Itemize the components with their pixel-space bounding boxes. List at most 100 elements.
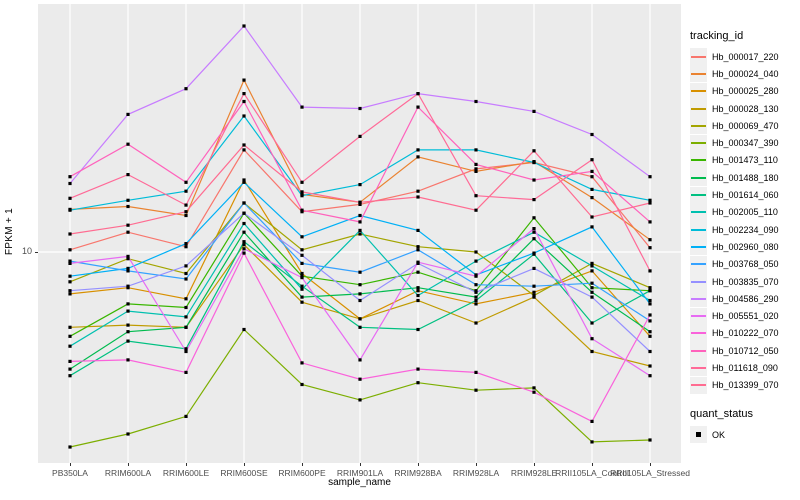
legend-key-line-icon <box>691 142 706 145</box>
data-point <box>126 230 130 234</box>
data-point <box>648 374 652 378</box>
legend-item-label: Hb_002005_110 <box>712 207 778 218</box>
legend-item-label: Hb_001473_110 <box>712 155 778 166</box>
data-point <box>590 286 594 290</box>
data-point <box>358 325 362 329</box>
data-point <box>358 213 362 218</box>
x-axis-tick-label: RRIM600SE <box>220 468 268 478</box>
data-point <box>416 189 420 193</box>
data-point <box>590 169 594 173</box>
data-point <box>242 327 246 332</box>
data-point <box>474 208 478 212</box>
data-point <box>242 251 246 255</box>
data-point <box>242 230 246 234</box>
legend-key-box <box>690 426 707 444</box>
legend-key-box <box>690 82 707 100</box>
legend-key-line-icon <box>691 349 706 352</box>
data-point <box>590 225 594 229</box>
data-point <box>184 264 188 268</box>
plot-svg <box>38 4 681 463</box>
data-point <box>474 388 478 392</box>
data-point <box>358 358 362 362</box>
legend-item-label: OK <box>712 429 726 440</box>
legend-key-line-icon <box>691 176 706 179</box>
legend-item-label: Hb_001488_180 <box>712 172 779 183</box>
data-point <box>648 313 652 317</box>
data-point <box>126 173 130 177</box>
legend-key-box <box>690 169 707 187</box>
legend-item-label: Hb_005551_020 <box>712 311 779 322</box>
data-point <box>68 259 72 263</box>
x-axis-tick-label: RRIM600PE <box>278 468 326 478</box>
data-point <box>416 92 420 96</box>
legend-item-label: Hb_013399_070 <box>712 380 779 391</box>
data-point <box>474 148 478 152</box>
data-point <box>648 289 652 293</box>
data-point <box>416 367 420 371</box>
legend-key-box <box>690 238 707 256</box>
data-point <box>68 359 72 363</box>
legend-key-line-icon <box>691 366 706 369</box>
data-point <box>184 277 188 281</box>
data-point <box>474 290 478 294</box>
data-point <box>68 175 72 179</box>
x-axis-tick-mark <box>360 463 361 466</box>
data-point <box>358 232 362 236</box>
legend-key-box <box>690 203 707 221</box>
legend-item-label: Hb_010712_050 <box>712 345 779 356</box>
x-axis-tick-mark <box>418 463 419 466</box>
legend-item-label: Hb_000347_390 <box>712 138 779 149</box>
plot-panel <box>38 4 681 463</box>
data-point <box>532 390 536 394</box>
legend-item: Hb_010712_050 <box>690 342 800 360</box>
legend-item: Hb_005551_020 <box>690 307 800 325</box>
data-point <box>358 298 362 303</box>
y-axis-tick-mark <box>35 252 38 253</box>
legend-key-box <box>690 376 707 394</box>
legend-key-line-icon <box>691 384 706 387</box>
data-point <box>590 158 594 162</box>
legend-item: Hb_010222_070 <box>690 324 800 342</box>
data-point <box>300 276 304 280</box>
legend-item: Hb_001473_110 <box>690 151 800 169</box>
data-point <box>416 260 420 264</box>
x-axis-tick-label: RRIM600LE <box>162 468 210 478</box>
data-point <box>300 190 304 194</box>
legend-key-box <box>690 255 707 273</box>
data-point <box>126 142 130 146</box>
data-point <box>126 257 130 261</box>
data-point <box>68 232 72 236</box>
data-point <box>184 349 188 354</box>
legend-item: Hb_000025_280 <box>690 82 800 100</box>
data-point <box>416 381 420 385</box>
data-point <box>358 200 362 204</box>
data-point <box>532 109 536 113</box>
legend-item: Hb_011618_090 <box>690 359 800 377</box>
data-point <box>300 105 304 109</box>
legend-key-box <box>690 65 707 83</box>
data-point <box>242 201 246 205</box>
data-point <box>416 270 420 274</box>
data-point <box>300 248 304 252</box>
data-point <box>184 305 188 310</box>
data-point <box>358 292 362 296</box>
data-point <box>416 286 420 290</box>
x-axis-tick-mark <box>476 463 477 466</box>
legend-key-line-icon <box>691 55 706 58</box>
data-point <box>126 284 130 288</box>
legend-item-label: Hb_000069_470 <box>712 120 779 131</box>
data-point <box>300 194 304 198</box>
data-point <box>532 293 536 298</box>
legend-item: Hb_000017_220 <box>690 48 800 66</box>
data-point <box>474 162 478 166</box>
x-axis-tick-label: PB350LA <box>52 468 88 478</box>
data-point <box>300 284 304 288</box>
data-point <box>184 87 188 91</box>
data-point <box>590 132 594 137</box>
data-point <box>532 266 536 270</box>
legend-item: Hb_004586_290 <box>690 290 800 308</box>
legend-key-line-icon <box>691 263 706 266</box>
data-point <box>532 284 536 288</box>
data-point <box>242 178 246 182</box>
legend-item-label: Hb_003768_050 <box>712 259 779 270</box>
